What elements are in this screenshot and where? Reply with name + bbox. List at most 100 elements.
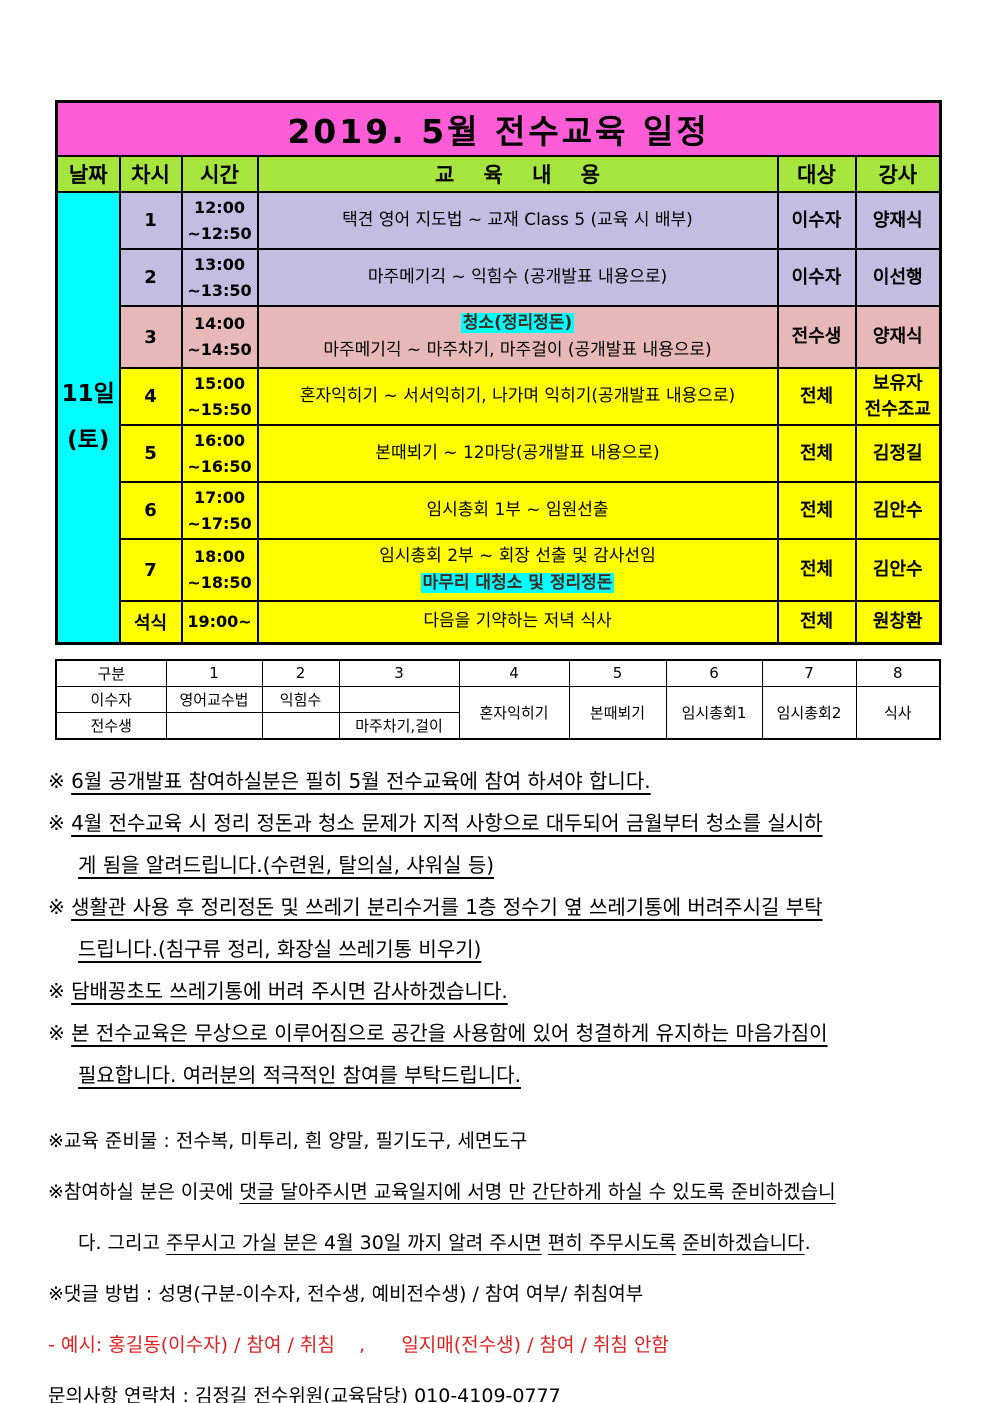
summary-cell: 익힘수 xyxy=(261,685,340,713)
summary-merged-cell: 본때뵈기 xyxy=(568,685,667,739)
time-line: ~15:50 xyxy=(187,399,252,419)
notes-section: ※ 6월 공개발표 참여하실분은 필히 5월 전수교육에 참여 하셔야 합니다.… xyxy=(48,760,960,1096)
time-cell: 19:00~ xyxy=(180,600,259,644)
footer-line: - 예시: 홍길동(이수자) / 참여 / 취침 , 일지매(전수생) / 참여… xyxy=(48,1320,960,1371)
content-line: 마무리 대청소 및 정리정돈 xyxy=(265,570,771,597)
time-line: ~13:50 xyxy=(187,280,252,300)
col-header-session: 차시 xyxy=(118,155,183,193)
note-text: ※댓글 방법 : 성명(구분-이수자, 전수생, 예비전수생) / 참여 여부/… xyxy=(48,1282,644,1305)
time-line: 13:00 xyxy=(194,254,245,274)
summary-header-cell: 6 xyxy=(665,659,763,687)
summary-merged-cell: 혼자익히기 xyxy=(458,685,570,739)
instructor-line: 양재식 xyxy=(872,209,923,231)
content-cell: 청소(정리정돈) 마주메기긱 ~ 마주차기, 마주걸이 (공개발표 내용으로) xyxy=(256,305,779,369)
time-line: 18:00 xyxy=(194,547,245,566)
note-text: 6월 공개발표 참여하실분은 필히 5월 전수교육에 참여 하셔야 합니다. xyxy=(71,768,651,793)
page-title: 2019. 5월 전수교육 일정 xyxy=(55,100,942,157)
schedule-row: 5 16:00 ~16:50 본때뵈기 ~ 12마당(공개발표 내용으로) 전체 김정길 xyxy=(56,424,942,483)
target-cell: 전체 xyxy=(776,424,857,483)
summary-header-cell: 2 xyxy=(261,659,340,687)
time-line: 12:00 xyxy=(194,197,245,217)
note-text: ※교육 준비물 : 전수복, 미투리, 흰 양말, 필기도구, 세면도구 xyxy=(48,1129,528,1152)
schedule-row: 11일 (토) 1 12:00 ~12:50 택견 영어 지도법 ~ 교재 Class 5… xyxy=(55,191,942,644)
content-cell: 택견 영어 지도법 ~ 교재 Class 5 (교육 시 배부) xyxy=(256,191,779,250)
target-cell: 전수생 xyxy=(776,305,857,369)
schedule-row: 6 17:00 ~17:50 임시총회 1부 ~ 임원선출 전체 김안수 xyxy=(56,481,942,540)
summary-header-row: 구분 1 2 3 4 5 6 7 8 xyxy=(55,659,941,687)
note-paragraph: ※ 4월 전수교육 시 정리 정돈과 청소 문제가 지적 사항으로 대두되어 금… xyxy=(48,802,960,886)
content-line: 임시총회 2부 ~ 회장 선출 및 감사선임 xyxy=(265,543,771,570)
note-text: 편히 주무시도록 xyxy=(547,1231,677,1254)
summary-cell: 영어교수법 xyxy=(165,685,263,713)
example-text-red: - 예시: 홍길동(이수자) / 참여 / 취침 , 일지매(전수생) / 참여… xyxy=(48,1333,669,1356)
content-text: 택견 영어 지도법 ~ 교재 Class 5 (교육 시 배부) xyxy=(342,210,693,230)
summary-table: 구분 1 2 3 4 5 6 7 8 이수자 영어교수법 익힘수 혼자익히기 본때뵈기 임시총회1 임시총회2… xyxy=(55,658,941,740)
date-weekday: (토) xyxy=(67,427,110,454)
time-line: ~12:50 xyxy=(187,223,252,243)
time-cell: 12:00 ~12:50 xyxy=(180,191,259,250)
content-cell: 혼자익히기 ~ 서서익히기, 나가며 익히기(공개발표 내용으로) xyxy=(256,367,779,426)
instructor-line: 보유자 xyxy=(872,372,923,394)
note-paragraph: ※ 생활관 사용 후 정리정돈 및 쓰레기 분리수거를 1층 정수기 옆 쓰레기… xyxy=(48,886,960,970)
summary-cell xyxy=(261,711,340,739)
target-cell: 전체 xyxy=(776,538,857,602)
summary-row-jeonsusaeng: 전수생 마주차기,걸이 xyxy=(55,711,940,739)
note-text: ※참여하실 분은 이곳에 xyxy=(48,1180,240,1203)
note-paragraph: ※ 6월 공개발표 참여하실분은 필히 5월 전수교육에 참여 하셔야 합니다. xyxy=(48,760,960,802)
session-cell: 5 xyxy=(118,424,183,483)
content-line: 마주메기긱 ~ 마주차기, 마주걸이 (공개발표 내용으로) xyxy=(265,337,771,364)
note-text: 드립니다.(침구류 정리, 화장실 쓰레기통 비우기) xyxy=(78,936,482,961)
col-header-target: 대상 xyxy=(776,155,857,193)
footer-line: ※참여하실 분은 이곳에 댓글 달아주시면 교육일지에 서명 만 간단하게 하실… xyxy=(48,1167,960,1269)
summary-cell xyxy=(338,685,460,713)
content-text: 혼자익히기 ~ 서서익히기, 나가며 익히기(공개발표 내용으로) xyxy=(299,386,736,406)
highlight-text: 마무리 대청소 및 정리정돈 xyxy=(420,573,615,593)
time-cell: 15:00 ~15:50 xyxy=(180,367,259,426)
note-paragraph: ※ 담배꽁초도 쓰레기통에 버려 주시면 감사하겠습니다. xyxy=(48,970,960,1012)
summary-row-isuja: 이수자 영어교수법 익힘수 혼자익히기 본때뵈기 임시총회1 임시총회2 식사 xyxy=(55,685,941,739)
schedule-row: 3 14:00 ~14:50 청소(정리정돈) 마주메기긱 ~ 마주차기, 마주걸이 (… xyxy=(56,305,942,369)
instructor-cell: 김안수 xyxy=(854,538,942,602)
summary-header-cell: 구분 xyxy=(55,659,167,687)
col-header-date: 날짜 xyxy=(55,155,121,193)
content-line: 택견 영어 지도법 ~ 교재 Class 5 (교육 시 배부) xyxy=(265,207,771,234)
summary-label-cell: 이수자 xyxy=(55,685,167,713)
note-text: ※ xyxy=(48,894,72,919)
content-cell: 마주메기긱 ~ 익힘수 (공개발표 내용으로) xyxy=(256,248,779,307)
time-cell: 16:00 ~16:50 xyxy=(180,424,259,483)
note-text: 댓글 달아주시면 교육일지에 서명 만 간단하게 하실 수 있도록 준비하겠습니 xyxy=(239,1180,836,1203)
instructor-line: 김안수 xyxy=(872,559,923,580)
instructor-cell: 보유자 전수조교 xyxy=(854,367,942,426)
session-cell: 석식 xyxy=(118,600,183,644)
note-text: ※ xyxy=(48,1020,72,1045)
summary-header-cell: 8 xyxy=(855,659,941,687)
content-line: 혼자익히기 ~ 서서익히기, 나가며 익히기(공개발표 내용으로) xyxy=(265,383,771,410)
instructor-line: 김안수 xyxy=(872,499,923,521)
instructor-line: 원창환 xyxy=(872,610,923,632)
note-text: 본 전수교육은 무상으로 이루어짐으로 공간을 사용함에 있어 청결하게 유지하… xyxy=(71,1020,828,1045)
note-text: 필요합니다. 여러분의 적극적인 참여를 부탁드립니다. xyxy=(78,1062,521,1087)
instructor-line: 양재식 xyxy=(872,326,923,347)
content-text: 마주메기긱 ~ 마주차기, 마주걸이 (공개발표 내용으로) xyxy=(323,340,712,360)
time-line: ~16:50 xyxy=(187,456,252,476)
highlight-text: 청소(정리정돈) xyxy=(460,313,575,333)
time-line: 19:00~ xyxy=(187,611,252,631)
schedule-header-row: 날짜 차시 시간 교 육 내 용 대상 강사 xyxy=(55,155,942,193)
summary-header-cell: 7 xyxy=(761,659,857,687)
instructor-line: 이선행 xyxy=(872,266,923,288)
time-cell: 17:00 ~17:50 xyxy=(180,481,259,540)
note-text: ※ xyxy=(48,768,72,793)
session-cell: 4 xyxy=(118,367,183,426)
note-text: 담배꽁초도 쓰레기통에 버려 주시면 감사하겠습니다. xyxy=(71,978,508,1003)
summary-merged-cell: 임시총회2 xyxy=(761,685,857,739)
content-text: 임시총회 1부 ~ 임원선출 xyxy=(426,500,609,520)
instructor-line: 김정길 xyxy=(872,442,923,464)
note-text: 준비하겠습니다 xyxy=(682,1231,805,1254)
target-cell: 전체 xyxy=(776,481,857,540)
summary-label-cell: 전수생 xyxy=(55,711,167,739)
content-line: 청소(정리정돈) xyxy=(265,310,771,337)
date-day: 11일 xyxy=(61,381,115,408)
summary-merged-cell: 임시총회1 xyxy=(665,685,763,739)
